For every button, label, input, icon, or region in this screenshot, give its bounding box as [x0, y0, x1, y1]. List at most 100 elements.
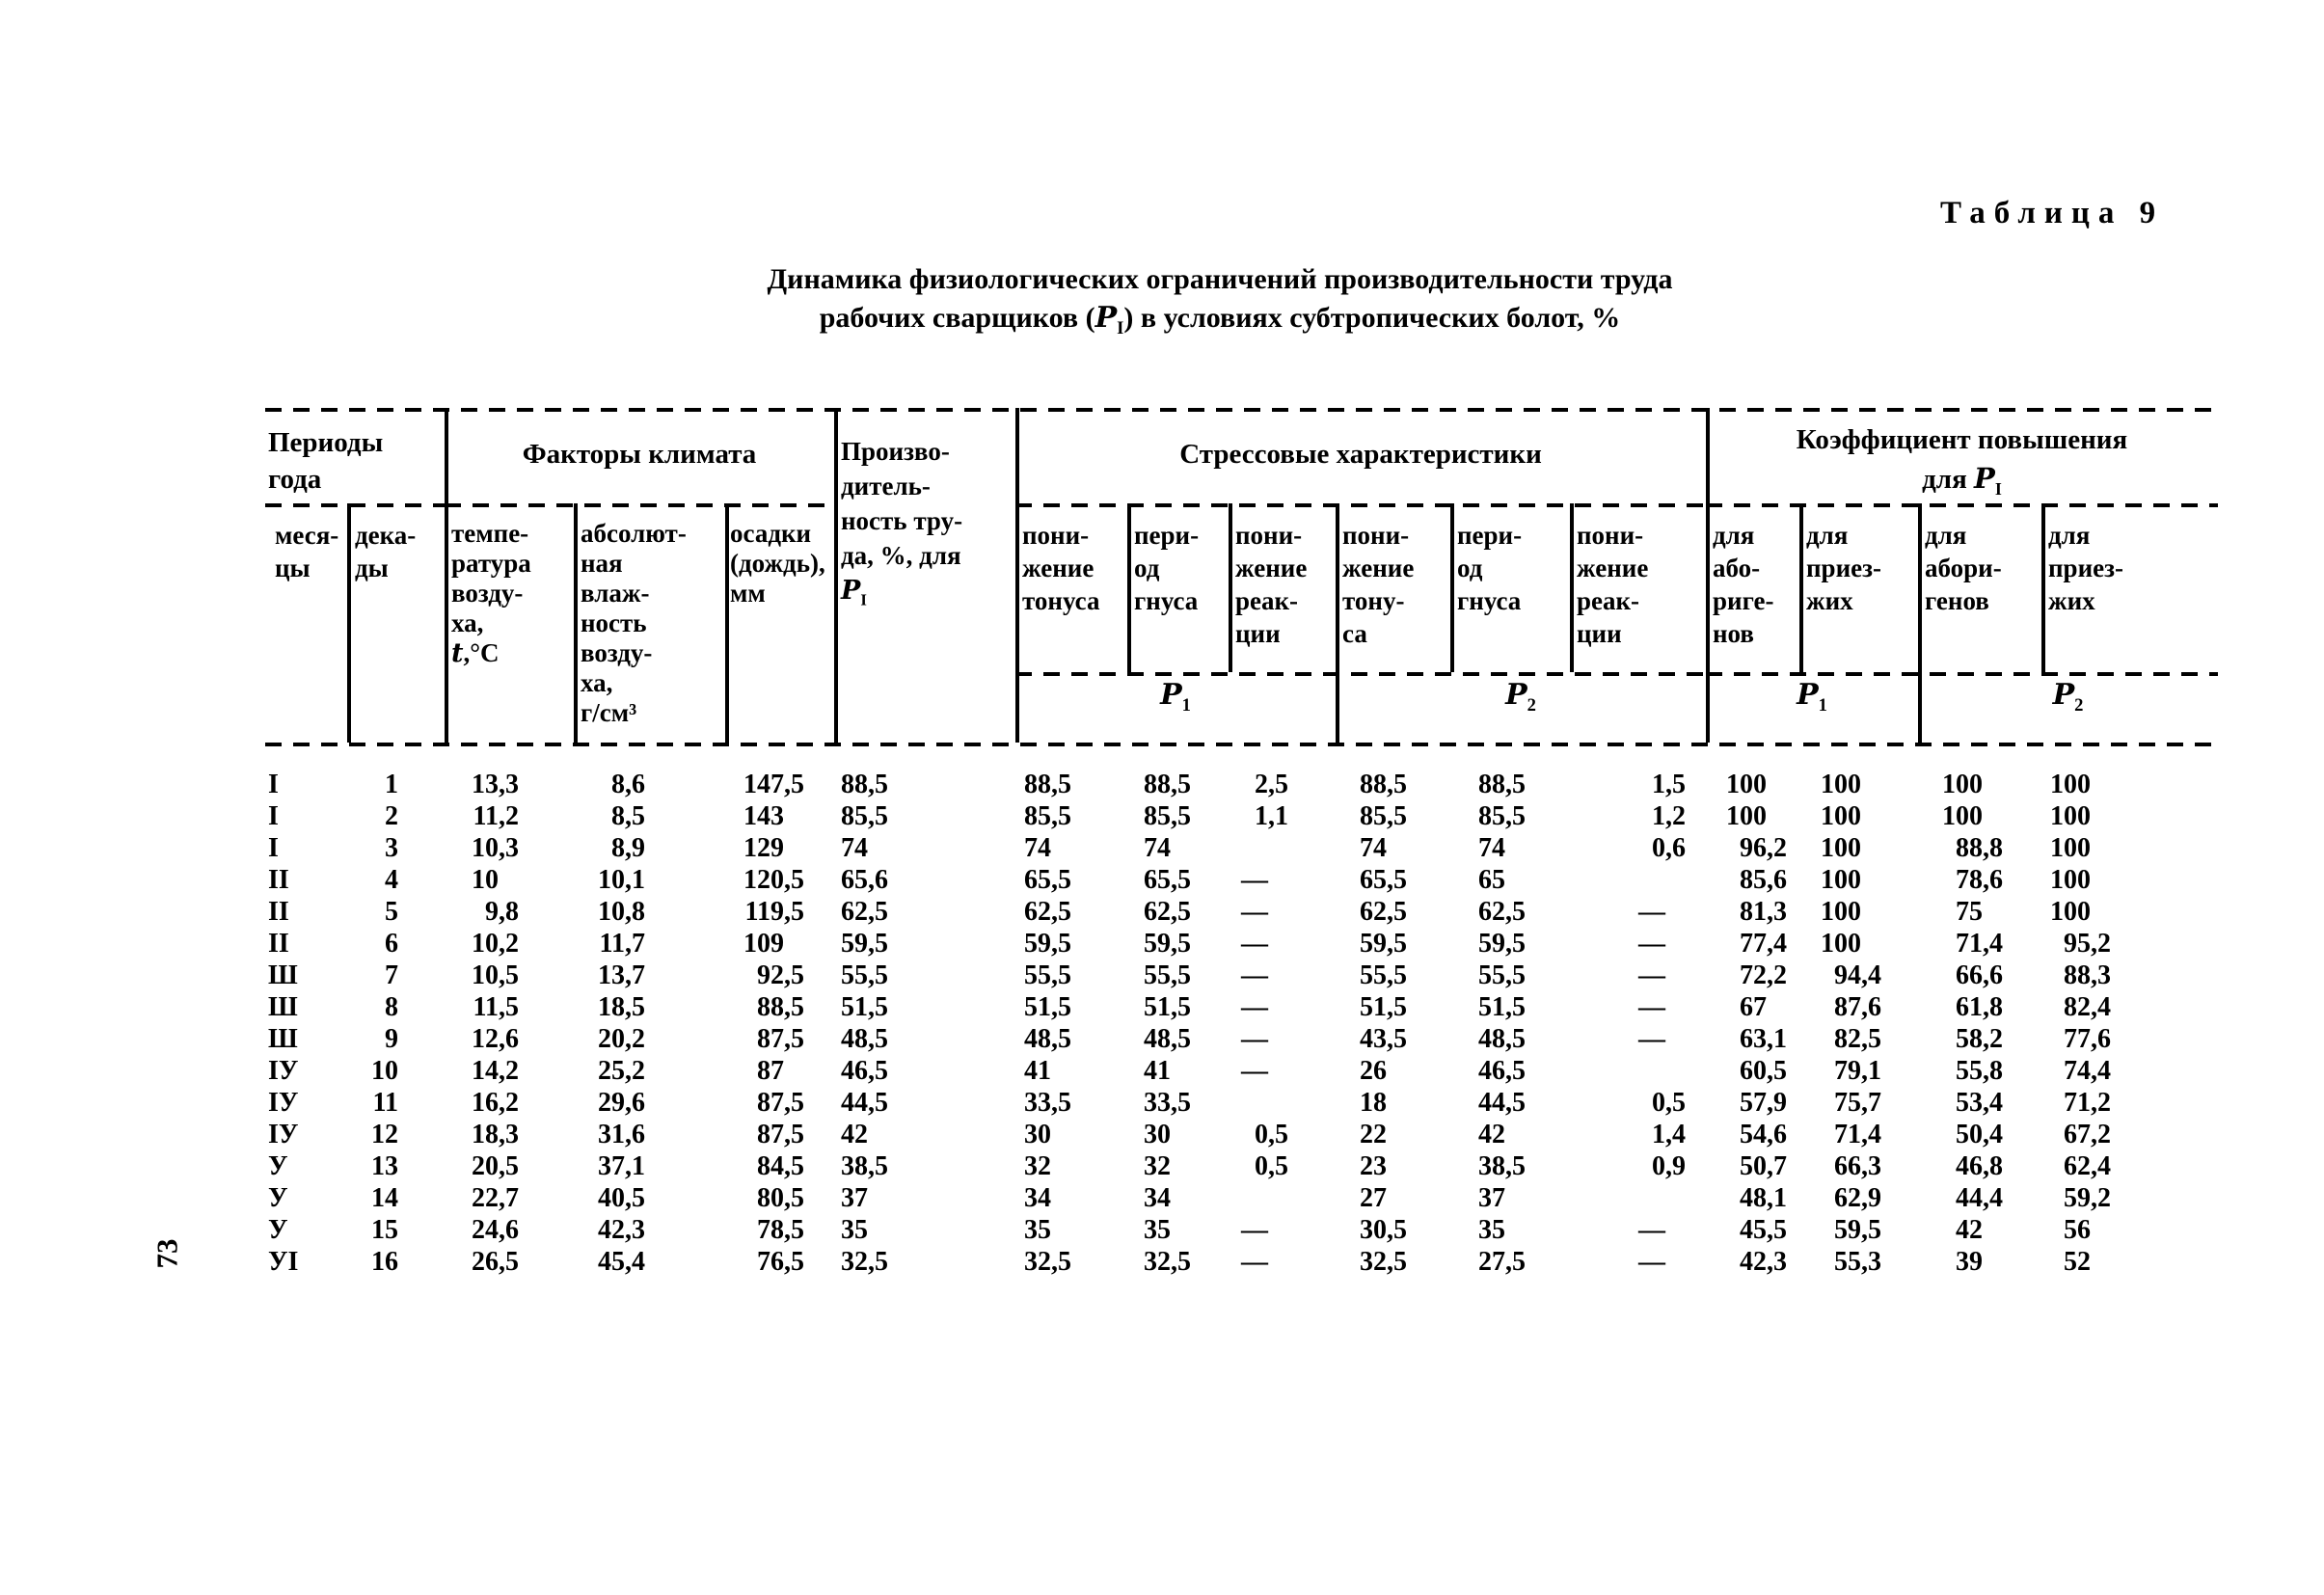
cell-r6-c3: 10,2 [445, 928, 519, 960]
cell-fraction-part: ,5 [868, 1024, 888, 1054]
header-p-labels-3: Р2 [2052, 678, 2084, 716]
cell-r16-c8: 32,5 [1127, 1246, 1191, 1278]
cell-integer-part: 32 [1360, 1247, 1387, 1277]
cell-r5-c14: 100 [1799, 896, 1861, 928]
cell-integer-part: 59 [1360, 929, 1387, 959]
cell-integer-part: 29 [598, 1088, 625, 1118]
cell-integer-part: 8 [611, 770, 625, 799]
cell-fraction-part: ,6 [499, 1024, 519, 1054]
cell-fraction-part: ,5 [1051, 801, 1071, 831]
table-rule-vertical [725, 503, 729, 743]
cell-fraction-part: ,8 [625, 897, 645, 927]
cell-fraction-part: ,8 [1983, 833, 2003, 863]
cell-integer-part: 46 [1478, 1056, 1505, 1086]
header-coef-group: Коэффициент повышения для РI [1796, 424, 2128, 499]
cell-integer-part: 51 [1360, 992, 1387, 1022]
cell-integer-part: 78 [757, 1215, 784, 1245]
cell-r12-c9: 0,5 [1229, 1119, 1288, 1150]
cell-r7-c7: 55,5 [1015, 960, 1071, 991]
cell-integer-part: 1 [1652, 770, 1665, 799]
cell-integer-part: 44 [841, 1088, 868, 1118]
cell-integer-part: 100 [1726, 770, 1767, 799]
cell-r16-c1: УI [268, 1247, 299, 1277]
cell-fraction-part: ,5 [1171, 1024, 1191, 1054]
cell-integer-part: 48 [1024, 1024, 1051, 1054]
cell-integer-part: 65 [841, 865, 868, 895]
cell-r15-c13: 45,5 [1706, 1214, 1787, 1246]
cell-r5-c5: 119,5 [725, 896, 804, 928]
cell-r10-c7: 41 [1015, 1055, 1051, 1087]
cell-r15-c3: 24,6 [445, 1214, 519, 1246]
cell-r6-c16: 95,2 [2041, 928, 2111, 960]
cell-fraction-part: ,7 [625, 929, 645, 959]
cell-integer-part: — [1638, 992, 1665, 1022]
cell-fraction-part: ,5 [1051, 960, 1071, 990]
cell-integer-part: 100 [1726, 801, 1767, 831]
cell-r7-c5: 92,5 [725, 960, 804, 991]
cell-integer-part: 20 [472, 1151, 499, 1181]
cell-fraction-part: ,6 [1767, 865, 1787, 895]
cell-r3-c3: 10,3 [445, 832, 519, 864]
cell-fraction-part: ,5 [784, 1247, 804, 1277]
cell-integer-part: 48 [1740, 1183, 1767, 1213]
header-stress-cols-2: пони-жение реак-ции [1235, 521, 1308, 648]
cell-integer-part: 50 [1956, 1120, 1983, 1149]
cell-integer-part: 100 [2050, 897, 2091, 927]
cell-fraction-part: ,2 [1665, 801, 1686, 831]
cell-fraction-part: ,5 [1861, 1215, 1881, 1245]
cell-integer-part: 45 [1740, 1215, 1767, 1245]
cell-integer-part: — [1241, 992, 1268, 1022]
cell-r12-c4: 31,6 [574, 1119, 645, 1150]
cell-r11-c13: 57,9 [1706, 1087, 1787, 1119]
cell-r14-c16: 59,2 [2041, 1182, 2111, 1214]
cell-integer-part: 100 [1821, 801, 1861, 831]
cell-r4-c5: 120,5 [725, 864, 804, 896]
cell-r8-c8: 51,5 [1127, 991, 1191, 1023]
cell-integer-part: 100 [1821, 897, 1861, 927]
cell-integer-part: 27 [1478, 1247, 1505, 1277]
cell-r12-c6: 42 [834, 1119, 868, 1150]
cell-r13-c16: 62,4 [2041, 1150, 2111, 1182]
cell-r9-c10: 43,5 [1336, 1023, 1407, 1055]
cell-r12-c11: 42 [1450, 1119, 1505, 1150]
cell-integer-part: 51 [841, 992, 868, 1022]
cell-integer-part: 11 [473, 992, 499, 1022]
cell-r7-c4: 13,7 [574, 960, 645, 991]
cell-integer-part: 48 [1144, 1024, 1171, 1054]
cell-r1-c16: 100 [2041, 769, 2091, 800]
cell-integer-part: — [1241, 1024, 1268, 1054]
cell-integer-part: 74 [1144, 833, 1171, 863]
cell-r3-c1: I [268, 833, 279, 863]
cell-r16-c14: 55,3 [1799, 1246, 1881, 1278]
cell-fraction-part: ,5 [784, 1151, 804, 1181]
cell-r12-c3: 18,3 [445, 1119, 519, 1150]
cell-integer-part: 8 [611, 833, 625, 863]
cell-r8-c14: 87,6 [1799, 991, 1881, 1023]
cell-integer-part: 100 [1821, 929, 1861, 959]
cell-r15-c11: 35 [1450, 1214, 1505, 1246]
cell-integer-part: 14 [472, 1056, 499, 1086]
header-coef-cols-2: для абори-генов [1925, 521, 2002, 615]
cell-r13-c1: У [268, 1151, 288, 1181]
cell-fraction-part: ,9 [1861, 1183, 1881, 1213]
cell-r9-c12: — [1570, 1023, 1665, 1055]
cell-integer-part: 1 [385, 770, 398, 799]
cell-integer-part: 67 [2064, 1120, 2091, 1149]
cell-fraction-part: ,1 [1268, 801, 1288, 831]
cell-integer-part: 9 [385, 1024, 398, 1054]
cell-integer-part: 74 [841, 833, 868, 863]
cell-r15-c16: 56 [2041, 1214, 2091, 1246]
cell-integer-part: 96 [1740, 833, 1767, 863]
cell-r15-c14: 59,5 [1799, 1214, 1881, 1246]
cell-fraction-part: ,6 [499, 1215, 519, 1245]
cell-integer-part: 59 [2064, 1183, 2091, 1213]
cell-r12-c8: 30 [1127, 1119, 1171, 1150]
doc-title-line2: рабочих сварщиков (РI) в условиях субтро… [819, 301, 1621, 338]
cell-r13-c4: 37,1 [574, 1150, 645, 1182]
cell-integer-part: — [1241, 1215, 1268, 1245]
cell-r11-c2: 11 [347, 1087, 398, 1119]
cell-integer-part: 6 [385, 929, 398, 959]
cell-integer-part: 76 [757, 1247, 784, 1277]
cell-r6-c12: — [1570, 928, 1665, 960]
cell-integer-part: 46 [841, 1056, 868, 1086]
